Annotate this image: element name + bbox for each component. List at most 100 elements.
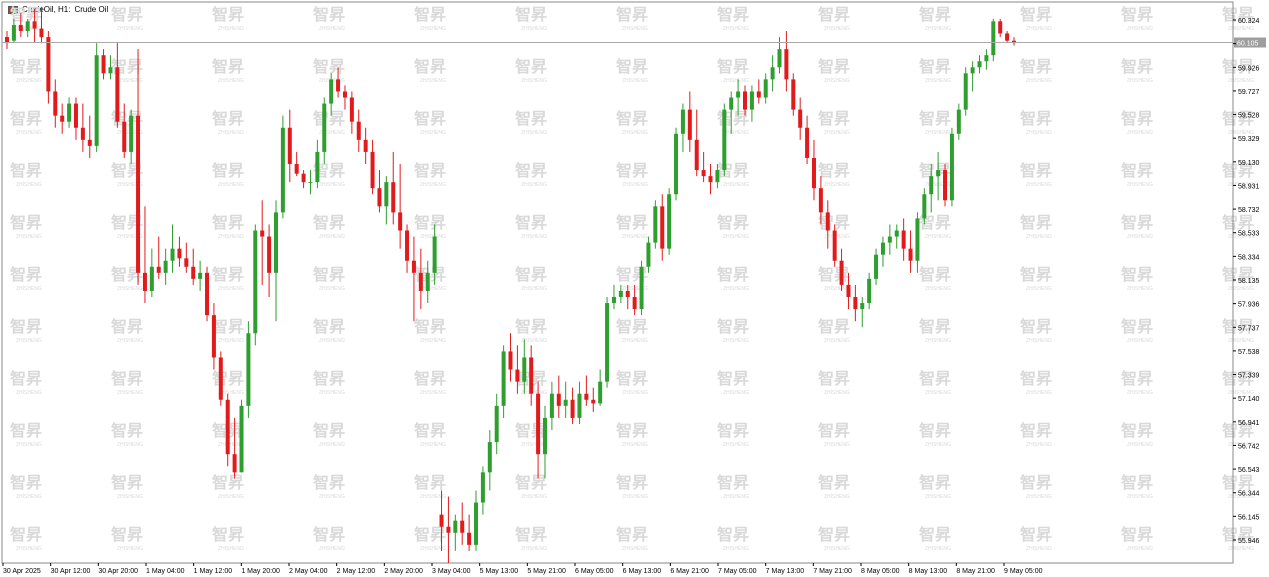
candle-body: [370, 151, 375, 189]
watermark-text: 智昇: [313, 473, 345, 492]
y-tick-label: 56.941: [1238, 420, 1260, 427]
candle-body: [591, 399, 596, 404]
y-tick-label: 59.329: [1238, 136, 1260, 143]
candle-body: [784, 49, 789, 80]
candle-body: [467, 532, 472, 545]
candle-body: [136, 115, 141, 273]
x-tick-label: 7 May 05:00: [718, 568, 757, 575]
watermark-subtext: ZHISHENG: [319, 494, 345, 500]
candle: [970, 61, 975, 92]
watermark-text: 智昇: [1222, 525, 1254, 544]
watermark-subtext: ZHISHENG: [218, 494, 244, 500]
watermark-text: 智昇: [1121, 369, 1153, 388]
candles-layer: [5, 6, 1016, 563]
watermark-subtext: ZHISHENG: [16, 338, 42, 344]
watermark-text: 智昇: [1222, 369, 1254, 388]
watermark-text: 智昇: [616, 161, 648, 180]
watermark-subtext: ZHISHENG: [521, 546, 547, 552]
watermark-text: 智昇: [10, 473, 42, 492]
candle-body: [653, 206, 658, 243]
watermark-text: 智昇: [313, 265, 345, 284]
candle-body: [563, 399, 568, 406]
watermark-text: 智昇: [818, 473, 850, 492]
watermark-subtext: ZHISHENG: [925, 442, 951, 448]
candle: [122, 103, 127, 158]
candle: [639, 260, 644, 316]
candle: [922, 188, 927, 225]
candle-body: [122, 121, 127, 152]
watermark-text: 智昇: [10, 161, 42, 180]
candle-body: [101, 55, 106, 74]
candle: [73, 97, 78, 140]
watermark-subtext: ZHISHENG: [420, 338, 446, 344]
watermark-subtext: ZHISHENG: [824, 338, 850, 344]
watermark-subtext: ZHISHENG: [16, 286, 42, 292]
candle-body: [329, 79, 334, 104]
watermark-text: 智昇: [919, 57, 951, 76]
watermark-subtext: ZHISHENG: [521, 130, 547, 136]
y-tick-label: 57.140: [1238, 396, 1260, 403]
x-tick-label: 30 Apr 20:00: [98, 568, 138, 575]
watermark-text: 智昇: [818, 265, 850, 284]
watermark-subtext: ZHISHENG: [622, 234, 648, 240]
watermark-subtext: ZHISHENG: [319, 546, 345, 552]
candle-body: [177, 248, 182, 259]
axes-layer: 60.105 60.324 59.926 59.727 59.528 59.329 59.1…: [2, 18, 1266, 575]
watermark-subtext: ZHISHENG: [622, 390, 648, 396]
candle: [825, 200, 830, 249]
watermark-text: 智昇: [717, 317, 749, 336]
candle: [80, 103, 85, 152]
y-tick-label: 56.742: [1238, 443, 1260, 450]
watermark-subtext: ZHISHENG: [319, 182, 345, 188]
watermark-subtext: ZHISHENG: [723, 182, 749, 188]
candle: [1012, 37, 1016, 46]
watermark-subtext: ZHISHENG: [521, 78, 547, 84]
candle: [956, 103, 961, 140]
watermark-text: 智昇: [111, 421, 143, 440]
watermark-text: 智昇: [111, 5, 143, 24]
watermark-subtext: ZHISHENG: [218, 234, 244, 240]
watermark-text: 智昇: [313, 317, 345, 336]
candle: [556, 375, 561, 418]
candle: [908, 230, 913, 273]
watermark-subtext: ZHISHENG: [521, 390, 547, 396]
candle-body: [432, 236, 437, 273]
watermark-subtext: ZHISHENG: [1228, 130, 1254, 136]
candle: [618, 284, 623, 304]
candle-body: [763, 79, 768, 98]
watermark-text: 智昇: [919, 213, 951, 232]
candle: [480, 466, 485, 515]
candle-body: [977, 61, 982, 68]
watermark-text: 智昇: [1222, 5, 1254, 24]
candle-body: [11, 24, 16, 41]
candle: [5, 31, 9, 50]
candle: [777, 37, 782, 74]
candle: [943, 164, 948, 207]
candle-body: [701, 170, 706, 177]
watermark-subtext: ZHISHENG: [925, 390, 951, 396]
candle-body: [991, 21, 996, 56]
candle: [736, 79, 741, 116]
candle-body: [667, 194, 672, 249]
watermark-subtext: ZHISHENG: [1026, 182, 1052, 188]
candle: [791, 73, 796, 116]
candle: [660, 194, 665, 261]
candle: [287, 109, 292, 183]
watermark-subtext: ZHISHENG: [319, 26, 345, 32]
candle: [549, 381, 554, 431]
candle: [198, 260, 203, 291]
watermark-text: 智昇: [616, 57, 648, 76]
candle-body: [425, 272, 430, 291]
y-tick-label: 58.135: [1238, 278, 1260, 285]
watermark-text: 智昇: [1121, 317, 1153, 336]
candle: [356, 109, 361, 152]
watermark-subtext: ZHISHENG: [218, 338, 244, 344]
watermark-text: 智昇: [515, 265, 547, 284]
watermark-subtext: ZHISHENG: [117, 182, 143, 188]
watermark-subtext: ZHISHENG: [1228, 234, 1254, 240]
watermark-text: 智昇: [515, 5, 547, 24]
watermark-subtext: ZHISHENG: [925, 26, 951, 32]
watermark-text: 智昇: [818, 317, 850, 336]
